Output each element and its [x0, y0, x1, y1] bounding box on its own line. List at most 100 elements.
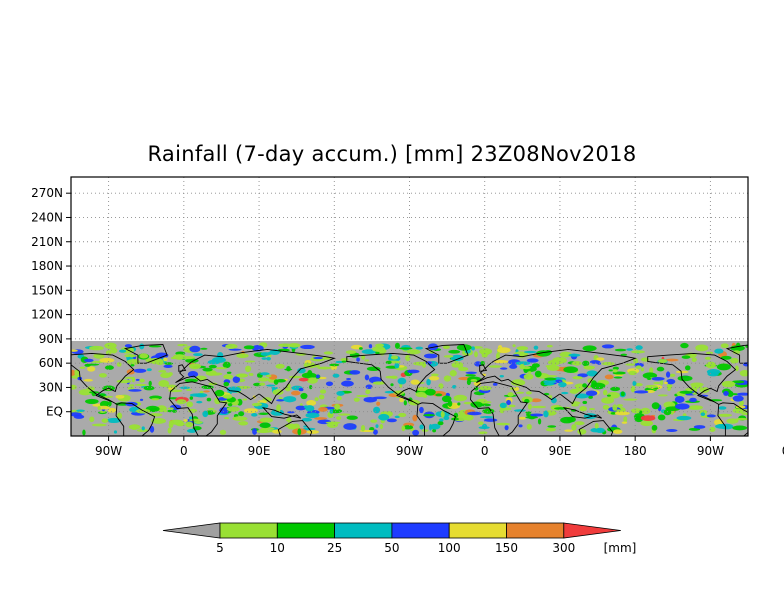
- rain-patch: [116, 362, 122, 367]
- rain-patch: [84, 358, 94, 363]
- rain-patch: [305, 412, 320, 419]
- continent-outline: [71, 352, 135, 405]
- rain-patch: [674, 395, 685, 403]
- rain-patch: [305, 405, 315, 412]
- rain-patch: [458, 366, 469, 372]
- rain-patch: [84, 363, 91, 367]
- rain-patch: [499, 402, 507, 409]
- rain-patch: [244, 360, 256, 363]
- rain-patch: [148, 345, 162, 348]
- rain-patch: [612, 404, 618, 411]
- rain-patch: [188, 363, 201, 370]
- rain-patch: [130, 364, 135, 367]
- rain-patch: [259, 382, 266, 386]
- rain-patch: [695, 344, 709, 352]
- rain-patch: [295, 405, 307, 411]
- rain-patch: [260, 352, 271, 356]
- rain-patch: [574, 393, 590, 399]
- rain-patch: [225, 343, 238, 349]
- rain-patch: [507, 392, 514, 397]
- rain-patch: [502, 407, 512, 411]
- rain-patch: [373, 406, 381, 414]
- rain-patch: [158, 380, 170, 387]
- rain-patch: [700, 412, 706, 416]
- rain-patch: [107, 407, 117, 413]
- rain-patch: [518, 346, 527, 349]
- rain-patch: [472, 346, 483, 349]
- rain-patch: [196, 400, 203, 404]
- rain-patch: [259, 422, 271, 429]
- rain-patch: [202, 367, 213, 372]
- x-tick-label: 90E: [248, 444, 271, 458]
- rain-patch: [276, 399, 285, 402]
- rain-patch: [356, 357, 360, 362]
- rain-patch: [640, 367, 645, 372]
- rain-patch: [365, 389, 371, 395]
- rain-patch: [316, 374, 320, 379]
- colorbar-label: 300: [552, 541, 575, 555]
- rain-patch: [716, 363, 731, 371]
- rain-patch: [442, 345, 450, 350]
- rain-patch: [443, 415, 450, 421]
- rain-patch: [518, 424, 523, 428]
- rain-patch: [325, 381, 334, 387]
- rain-patch: [574, 421, 585, 426]
- rain-patch: [657, 394, 668, 397]
- rain-patch: [478, 421, 484, 426]
- rain-patch: [739, 400, 744, 406]
- rain-patch: [589, 360, 601, 364]
- rain-patch: [208, 364, 217, 369]
- rain-patch: [275, 363, 285, 369]
- rain-patch: [466, 379, 471, 386]
- rain-patch: [106, 417, 122, 423]
- rain-patch: [620, 353, 628, 356]
- rain-patch: [651, 402, 660, 410]
- rain-patch: [706, 414, 716, 418]
- rain-patch: [82, 429, 86, 436]
- rain-patch: [251, 402, 263, 407]
- rain-patch: [523, 350, 537, 354]
- rain-patch: [376, 401, 381, 406]
- rain-patch: [187, 370, 199, 378]
- rain-patch: [318, 406, 328, 412]
- rain-patch: [443, 355, 454, 358]
- x-tick-label: 0: [481, 444, 489, 458]
- continent-outline: [416, 402, 457, 436]
- colorbar-segment: [506, 522, 565, 539]
- rain-patch: [601, 344, 615, 349]
- rain-patch: [148, 357, 164, 365]
- rain-patch: [623, 398, 638, 401]
- rain-patch: [97, 406, 101, 411]
- rain-patch: [298, 377, 309, 382]
- rain-patch: [224, 416, 230, 420]
- rain-patch: [323, 351, 333, 355]
- rain-patch: [158, 370, 167, 373]
- rain-patch: [349, 370, 361, 375]
- rain-patch: [640, 357, 650, 362]
- rain-patch: [543, 382, 555, 386]
- rain-patch: [679, 390, 693, 394]
- rain-patch: [519, 363, 525, 370]
- rain-patch: [425, 388, 436, 396]
- rain-patch: [86, 366, 96, 372]
- rain-patch: [126, 358, 140, 365]
- rain-patch: [512, 344, 516, 348]
- rain-patch: [91, 423, 107, 427]
- rain-patch: [640, 407, 651, 415]
- rain-patch: [332, 373, 340, 378]
- rain-patch: [238, 421, 249, 426]
- rain-patch: [283, 396, 297, 403]
- rain-patch: [613, 429, 623, 434]
- rain-patch: [273, 379, 279, 385]
- colorbar-label: 50: [384, 541, 399, 555]
- rain-patch: [306, 377, 318, 384]
- rain-patch: [548, 412, 553, 415]
- y-tick-label: 30N: [39, 380, 63, 394]
- rain-patch: [394, 415, 400, 419]
- rain-patch: [480, 400, 492, 404]
- rain-patch: [139, 398, 144, 401]
- rain-patch: [545, 427, 557, 432]
- rain-patch: [399, 347, 413, 350]
- rain-patch: [141, 426, 145, 431]
- rain-patch: [384, 390, 396, 394]
